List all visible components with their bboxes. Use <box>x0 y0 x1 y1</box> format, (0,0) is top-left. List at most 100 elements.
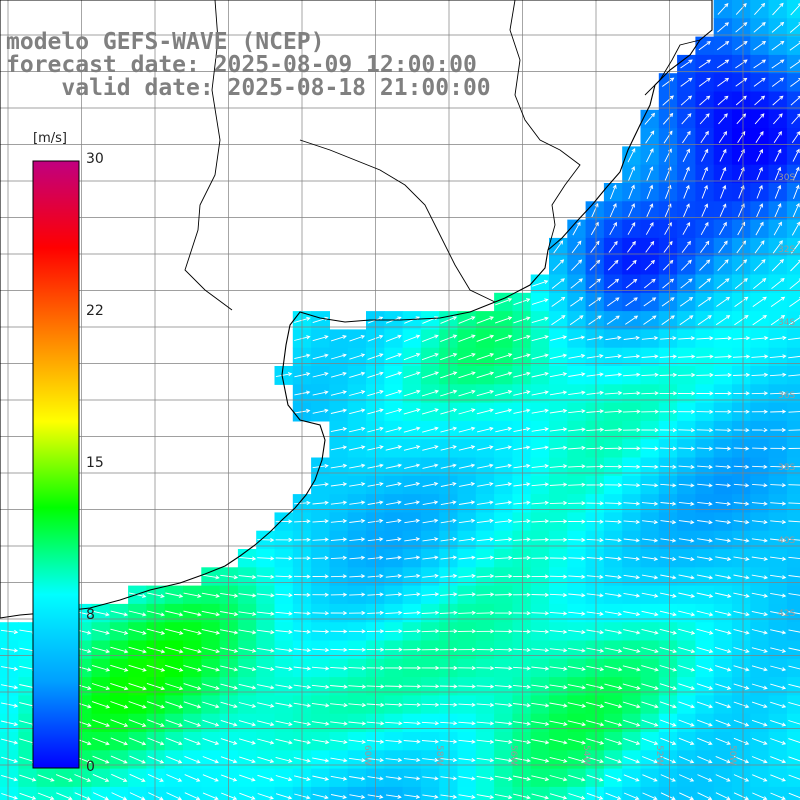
wind-arrow <box>476 684 495 689</box>
wind-arrow <box>312 390 329 396</box>
wind-arrow <box>549 684 568 690</box>
wind-arrow <box>586 556 604 561</box>
wind-arrow <box>733 774 750 782</box>
wind-arrow <box>751 610 769 617</box>
wind-arrow <box>752 483 768 488</box>
wind-arrow <box>422 776 439 781</box>
wind-arrow <box>719 203 727 217</box>
wind-arrow <box>348 647 367 652</box>
wind-arrow <box>330 629 348 634</box>
wind-arrow <box>384 702 403 707</box>
speed-cell <box>786 36 800 56</box>
wind-arrow <box>202 701 220 709</box>
speed-cell <box>91 786 111 800</box>
wind-arrow <box>531 592 550 597</box>
wind-arrow <box>774 148 782 162</box>
wind-arrow <box>622 427 641 432</box>
wind-arrow <box>682 130 691 144</box>
wind-arrow <box>604 647 623 653</box>
wind-arrow <box>696 574 714 580</box>
wind-arrow <box>680 259 692 271</box>
wind-arrow <box>312 537 329 542</box>
speed-cell <box>786 677 800 696</box>
wind-arrow <box>440 757 458 763</box>
wind-arrow <box>422 500 439 506</box>
wind-arrow <box>128 610 147 617</box>
wind-arrow <box>312 500 329 505</box>
wind-arrow <box>238 556 257 561</box>
wind-arrow <box>753 277 767 290</box>
wind-arrow <box>733 446 750 451</box>
wind-arrow <box>604 683 623 690</box>
wind-arrow <box>440 352 458 361</box>
wind-arrow <box>605 593 622 598</box>
wind-arrow <box>623 792 640 800</box>
wind-arrow <box>751 683 768 690</box>
wind-arrow <box>513 611 531 616</box>
wind-arrow <box>678 701 695 709</box>
wind-arrow <box>660 574 677 580</box>
wind-arrow <box>476 408 494 415</box>
wind-arrow <box>513 793 531 800</box>
wind-arrow <box>678 755 695 764</box>
wind-arrow <box>719 148 727 162</box>
wind-arrow <box>735 77 748 87</box>
wind-arrow <box>330 500 348 505</box>
wind-arrow <box>641 372 659 377</box>
wind-arrow <box>440 408 458 415</box>
wind-arrow <box>622 446 641 451</box>
speed-cell <box>786 603 800 623</box>
wind-arrow <box>604 629 623 635</box>
wind-arrow <box>549 574 568 579</box>
wind-arrow <box>421 702 440 707</box>
wind-arrow <box>680 59 693 69</box>
wind-arrow <box>476 757 495 763</box>
wind-arrow <box>422 426 439 433</box>
wind-arrow <box>788 538 800 541</box>
wind-arrow <box>714 646 732 654</box>
wind-arrow <box>770 464 787 469</box>
wind-arrow <box>793 184 800 199</box>
wind-arrow <box>752 774 768 782</box>
wind-arrow <box>788 484 800 486</box>
wind-arrow <box>701 148 709 162</box>
wind-arrow <box>568 611 586 616</box>
wind-arrow <box>256 629 275 635</box>
wind-arrow <box>715 315 731 326</box>
wind-arrow <box>586 482 605 487</box>
wind-arrow <box>531 408 549 414</box>
wind-arrow <box>146 628 166 635</box>
wind-arrow <box>719 166 727 181</box>
wind-arrow <box>715 574 732 580</box>
speed-cell <box>549 786 568 800</box>
wind-arrow <box>1 756 18 763</box>
wind-arrow <box>440 445 457 451</box>
wind-arrow <box>349 574 366 579</box>
wind-arrow <box>733 592 750 598</box>
wind-arrow <box>660 792 676 800</box>
wind-arrow <box>770 647 787 653</box>
wind-arrow <box>571 240 582 254</box>
wind-arrow <box>698 59 711 69</box>
wind-arrow <box>404 555 421 560</box>
wind-arrow <box>513 574 531 579</box>
wind-arrow <box>348 684 367 689</box>
wind-arrow <box>659 354 678 359</box>
wind-arrow <box>719 184 727 199</box>
wind-arrow <box>92 773 110 782</box>
wind-arrow <box>312 629 330 634</box>
wind-arrow <box>385 389 403 397</box>
wind-arrow <box>513 482 531 487</box>
wind-arrow <box>513 592 531 597</box>
wind-arrow <box>696 701 713 709</box>
wind-arrow <box>330 426 348 433</box>
wind-arrow <box>239 756 256 764</box>
wind-arrow <box>531 463 549 469</box>
speed-cell <box>786 237 800 257</box>
wind-arrow <box>733 647 750 654</box>
wind-arrow <box>628 166 635 181</box>
wind-arrow <box>788 429 800 431</box>
wind-arrow <box>788 447 800 449</box>
wind-arrow <box>567 720 587 727</box>
